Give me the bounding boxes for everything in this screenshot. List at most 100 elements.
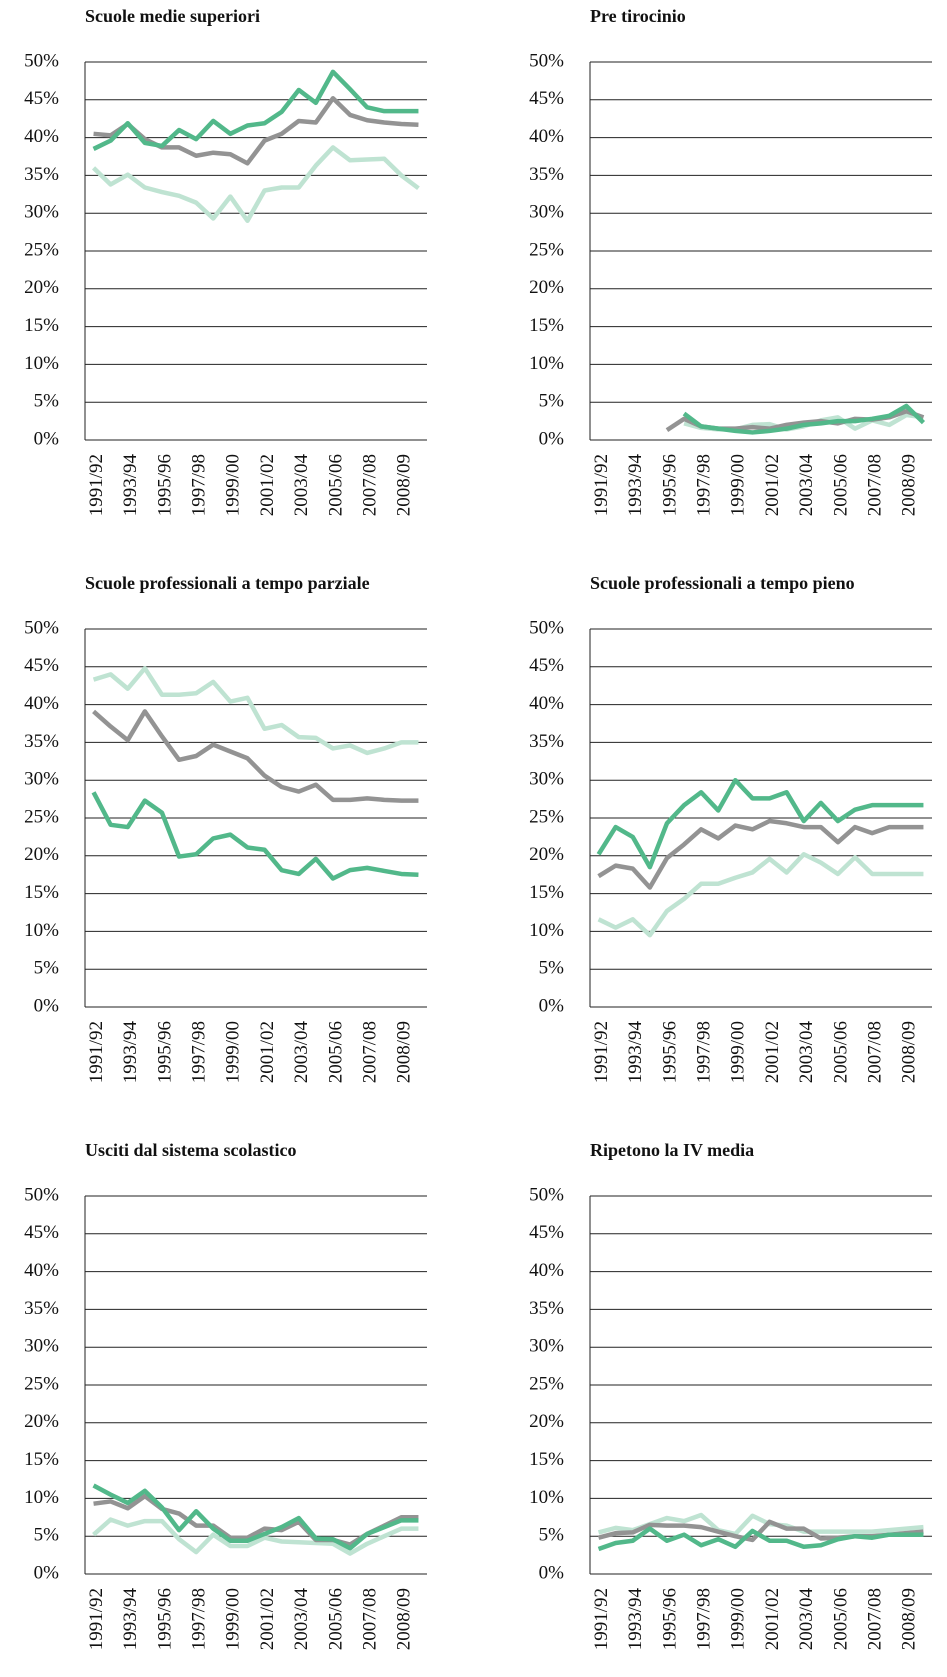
y-tick-label: 45% bbox=[24, 88, 59, 109]
y-tick-label: 40% bbox=[529, 1260, 564, 1281]
y-tick-label: 15% bbox=[529, 315, 564, 336]
series-line bbox=[91, 145, 420, 224]
y-tick-label: 10% bbox=[24, 1487, 59, 1508]
x-tick-label: 2005/06 bbox=[830, 1021, 851, 1083]
y-tick-label: 30% bbox=[529, 202, 564, 223]
y-tick-label: 45% bbox=[529, 88, 564, 109]
y-tick-label: 10% bbox=[529, 920, 564, 941]
x-tick-label: 2003/04 bbox=[796, 454, 817, 517]
y-tick-label: 30% bbox=[24, 202, 59, 223]
y-tick-label: 25% bbox=[24, 806, 59, 827]
x-tick-label: 2008/09 bbox=[394, 454, 415, 516]
x-tick-label: 1999/00 bbox=[223, 1021, 244, 1083]
series-line bbox=[91, 791, 419, 881]
y-tick-label: 45% bbox=[24, 1222, 59, 1243]
y-tick-label: 50% bbox=[24, 617, 59, 638]
y-tick-label: 30% bbox=[24, 1336, 59, 1357]
x-tick-label: 1993/94 bbox=[120, 454, 141, 517]
x-tick-label: 1999/00 bbox=[223, 1588, 244, 1650]
chart-title: Scuole professionali a tempo pieno bbox=[590, 573, 855, 593]
y-tick-label: 25% bbox=[529, 239, 564, 260]
x-tick-label: 1993/94 bbox=[625, 1021, 646, 1084]
x-tick-label: 2003/04 bbox=[291, 1021, 312, 1084]
x-tick-label: 2003/04 bbox=[291, 454, 312, 517]
x-tick-label: 2001/02 bbox=[762, 454, 783, 516]
x-tick-label: 2001/02 bbox=[257, 454, 278, 516]
series-line bbox=[596, 777, 924, 870]
y-tick-label: 0% bbox=[539, 1562, 565, 1583]
y-tick-label: 0% bbox=[34, 428, 60, 449]
y-tick-label: 0% bbox=[34, 1562, 60, 1583]
series-line bbox=[92, 709, 419, 803]
x-tick-label: 1991/92 bbox=[591, 1588, 612, 1650]
x-tick-label: 2008/09 bbox=[899, 1588, 920, 1650]
series-line bbox=[92, 69, 419, 151]
chart-title: Usciti dal sistema scolastico bbox=[85, 1140, 296, 1160]
y-tick-label: 50% bbox=[24, 50, 59, 71]
y-tick-label: 0% bbox=[34, 995, 60, 1016]
y-tick-label: 20% bbox=[24, 1411, 59, 1432]
y-tick-label: 15% bbox=[529, 882, 564, 903]
y-tick-label: 25% bbox=[24, 1373, 59, 1394]
x-tick-label: 1997/98 bbox=[694, 1021, 715, 1083]
x-tick-label: 2008/09 bbox=[899, 454, 920, 516]
y-tick-label: 20% bbox=[529, 1411, 564, 1432]
x-tick-label: 2005/06 bbox=[830, 1588, 851, 1650]
x-tick-label: 1999/00 bbox=[728, 1021, 749, 1083]
y-tick-label: 10% bbox=[529, 353, 564, 374]
y-tick-label: 40% bbox=[24, 1260, 59, 1281]
x-tick-label: 2007/08 bbox=[865, 1021, 886, 1083]
y-tick-label: 35% bbox=[24, 164, 59, 185]
series-line bbox=[92, 1483, 419, 1551]
y-tick-label: 10% bbox=[24, 353, 59, 374]
chart-panel: Scuole professionali a tempo pieno 0% 5% 10… bbox=[529, 573, 932, 1083]
series-line bbox=[682, 403, 926, 435]
x-tick-label: 2007/08 bbox=[360, 1588, 381, 1650]
x-tick-label: 1991/92 bbox=[591, 1021, 612, 1083]
x-tick-label: 2001/02 bbox=[257, 1021, 278, 1083]
x-tick-label: 2008/09 bbox=[899, 1021, 920, 1083]
x-tick-label: 1991/92 bbox=[86, 1588, 107, 1650]
y-tick-label: 5% bbox=[539, 1525, 565, 1546]
y-tick-label: 30% bbox=[529, 769, 564, 790]
y-tick-label: 0% bbox=[539, 428, 565, 449]
y-tick-label: 25% bbox=[24, 239, 59, 260]
x-tick-label: 2001/02 bbox=[762, 1588, 783, 1650]
x-tick-label: 1997/98 bbox=[694, 454, 715, 516]
y-tick-label: 5% bbox=[34, 391, 60, 412]
y-tick-label: 15% bbox=[24, 882, 59, 903]
y-tick-label: 15% bbox=[529, 1449, 564, 1470]
y-tick-label: 40% bbox=[24, 693, 59, 714]
y-tick-label: 40% bbox=[529, 693, 564, 714]
y-tick-label: 35% bbox=[529, 164, 564, 185]
x-tick-label: 1993/94 bbox=[625, 454, 646, 517]
x-tick-label: 1993/94 bbox=[120, 1021, 141, 1084]
x-tick-label: 2007/08 bbox=[865, 1588, 886, 1650]
y-tick-label: 5% bbox=[34, 958, 60, 979]
y-tick-label: 30% bbox=[24, 769, 59, 790]
x-tick-label: 1997/98 bbox=[694, 1588, 715, 1650]
x-tick-label: 2005/06 bbox=[325, 1588, 346, 1650]
series-line bbox=[597, 852, 924, 938]
y-tick-label: 25% bbox=[529, 1373, 564, 1394]
y-tick-label: 0% bbox=[539, 995, 565, 1016]
x-tick-label: 1995/96 bbox=[659, 454, 680, 516]
y-tick-label: 20% bbox=[529, 844, 564, 865]
x-tick-label: 2007/08 bbox=[360, 1021, 381, 1083]
chart-title: Scuole medie superiori bbox=[85, 6, 260, 26]
y-tick-label: 35% bbox=[24, 731, 59, 752]
series-line bbox=[597, 1526, 924, 1552]
x-tick-label: 1999/00 bbox=[223, 454, 244, 516]
y-tick-label: 50% bbox=[529, 50, 564, 71]
series-line bbox=[92, 666, 419, 756]
x-tick-label: 1995/96 bbox=[659, 1021, 680, 1083]
y-tick-label: 20% bbox=[529, 277, 564, 298]
y-tick-label: 15% bbox=[24, 315, 59, 336]
y-tick-label: 45% bbox=[24, 655, 59, 676]
x-tick-label: 2001/02 bbox=[257, 1588, 278, 1650]
y-tick-label: 10% bbox=[24, 920, 59, 941]
y-tick-label: 35% bbox=[529, 731, 564, 752]
x-tick-label: 2003/04 bbox=[291, 1588, 312, 1651]
x-tick-label: 2007/08 bbox=[360, 454, 381, 516]
